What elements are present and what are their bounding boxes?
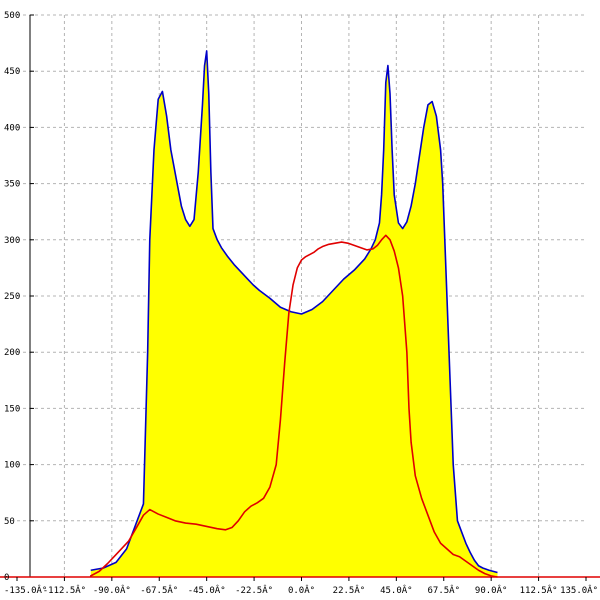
y-tick-label-9: 450 [4,67,20,77]
x-tick-label-3: -67.5Â° [140,584,178,596]
x-tick-label-7: 22.5Â° [333,584,366,596]
y-tick-label-5: 250 [4,292,20,302]
x-tick-label-2: -90.0Â° [93,584,131,596]
y-tick-label-8: 400 [4,123,20,133]
x-tick-label-1: -112.5Â° [43,584,86,596]
x-tick-label-0: -135.0Â° [4,584,47,596]
x-tick-label-4: -45.0Â° [188,584,226,596]
x-tick-label-6: 0.0Â° [288,584,315,596]
y-tick-label-0: 0 [4,573,9,583]
y-tick-label-7: 350 [4,180,20,190]
y-tick-label-1: 50 [4,517,15,527]
y-tick-label-6: 300 [4,236,20,246]
y-tick-label-2: 100 [4,461,20,471]
series-0-area [90,50,498,578]
series-0-line [90,50,498,574]
y-tick-label-3: 150 [4,404,20,414]
x-tick-label-9: 67.5Â° [427,584,460,596]
series-1-line [89,234,498,578]
x-tick-label-12: 135.0Â° [560,584,598,596]
tick-labels: 0 50 100 150 200 250 300 350 400 450 500 -135.0Â°-1… [4,11,598,596]
x-tick-label-5: -22.5Â° [235,584,273,596]
x-tick-label-10: 90.0Â° [475,584,508,596]
y-tick-label-10: 500 [4,11,20,21]
axes [0,14,600,581]
series-layer [89,50,498,578]
x-tick-label-11: 112.5Â° [520,584,558,596]
x-tick-label-8: 45.0Â° [380,584,413,596]
y-tick-label-4: 200 [4,348,20,358]
